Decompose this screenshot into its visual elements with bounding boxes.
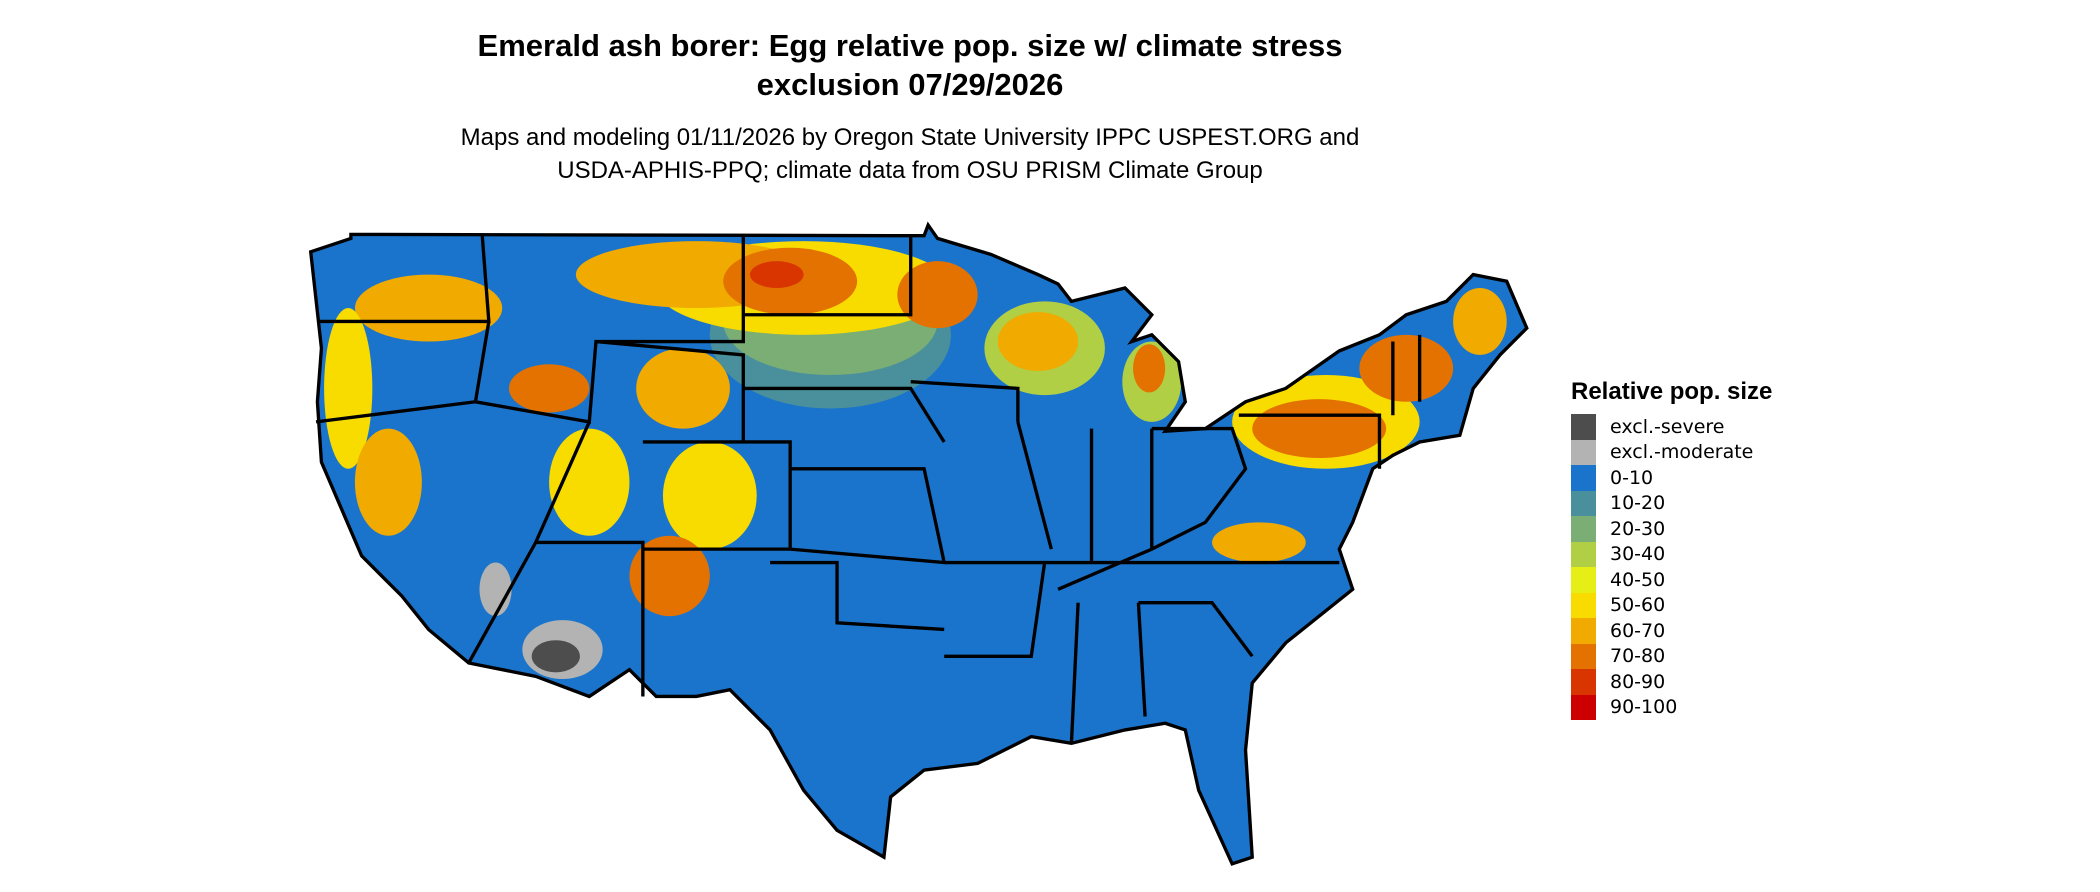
map-title-line2: exclusion 07/29/2026 (756, 67, 1064, 102)
legend-label: 50-60 (1610, 594, 1666, 617)
legend-swatch (1571, 465, 1596, 491)
legend-item: 80-90 (1571, 669, 1772, 695)
legend-label: excl.-moderate (1610, 441, 1754, 464)
legend-item: 20-30 (1571, 516, 1772, 542)
legend-item: 60-70 (1571, 618, 1772, 644)
legend-item: excl.-severe (1571, 414, 1772, 440)
legend-label: 90-100 (1610, 696, 1678, 719)
legend-title: Relative pop. size (1571, 378, 1773, 405)
legend-swatch (1571, 414, 1596, 440)
legend-label: 60-70 (1610, 619, 1666, 642)
legend-swatch (1571, 618, 1596, 644)
legend-item: 90-100 (1571, 694, 1772, 720)
legend-swatch (1571, 439, 1596, 465)
legend-swatch (1571, 541, 1596, 567)
legend-swatch (1571, 643, 1596, 669)
legend-item: 10-20 (1571, 490, 1772, 516)
legend-label: 80-90 (1610, 670, 1666, 693)
legend-label: excl.-severe (1610, 415, 1725, 438)
legend-item: 70-80 (1571, 643, 1772, 669)
legend-label: 10-20 (1610, 492, 1666, 515)
map-title-line1: Emerald ash borer: Egg relative pop. siz… (477, 28, 1343, 63)
legend-swatch (1571, 592, 1596, 618)
legend-label: 0-10 (1610, 466, 1654, 489)
legend-items: excl.-severe excl.-moderate 0-10 10-20 20-30… (1571, 414, 1772, 720)
legend-label: 70-80 (1610, 645, 1666, 668)
legend-swatch (1571, 490, 1596, 516)
legend-item: 40-50 (1571, 567, 1772, 593)
legend-swatch (1571, 516, 1596, 542)
legend-label: 30-40 (1610, 543, 1666, 566)
legend: Relative pop. size excl.-severe excl.-mod… (1571, 378, 1772, 720)
map-subtitle-line1: Maps and modeling 01/11/2026 by Oregon S… (460, 124, 1360, 151)
suitability-patches (324, 241, 1507, 680)
legend-swatch (1571, 567, 1596, 593)
legend-swatch (1571, 669, 1596, 695)
legend-label: 40-50 (1610, 568, 1666, 591)
legend-item: 50-60 (1571, 592, 1772, 618)
legend-item: 0-10 (1571, 465, 1772, 491)
legend-item: excl.-moderate (1571, 439, 1772, 465)
map-subtitle-line2: USDA-APHIS-PPQ; climate data from OSU PR… (557, 157, 1263, 184)
legend-label: 20-30 (1610, 517, 1666, 540)
state-boundaries (309, 223, 1529, 866)
legend-item: 30-40 (1571, 541, 1772, 567)
legend-swatch (1571, 694, 1596, 720)
